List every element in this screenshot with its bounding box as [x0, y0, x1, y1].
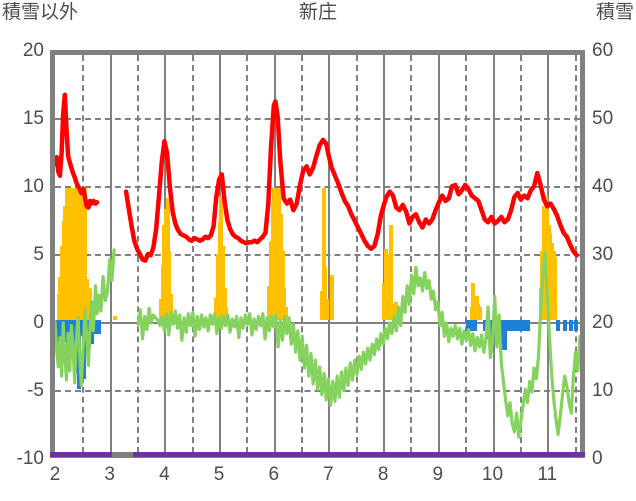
negative-bar-43: [573, 320, 578, 331]
y-tick-left-6: -10: [16, 448, 44, 469]
negative-bar-20: [90, 320, 95, 345]
snow-bar-29: [168, 293, 173, 321]
snow-bar-47: [283, 307, 288, 321]
snow-bar-76: [553, 256, 558, 321]
snow-bar-50: [323, 267, 328, 321]
v-gridline-9.0: [437, 55, 440, 453]
negative-bar-39: [525, 320, 530, 331]
red-upper-line-segment-0: [55, 92, 100, 210]
negative-bar-24: [469, 320, 474, 331]
snow-bar-46: [282, 288, 287, 321]
v-gridline-7.0: [328, 55, 331, 453]
y-tick-left-2: 10: [22, 176, 44, 197]
y-tick-left-1: 15: [22, 108, 44, 129]
x-tick-6: 6: [268, 464, 280, 485]
h-gridline--5: [55, 390, 580, 392]
y-tick-right-6: 0: [592, 448, 603, 469]
baseline-gap: [112, 452, 133, 457]
negative-bar-33: [505, 320, 510, 331]
page-title: 新庄: [298, 2, 337, 23]
snow-bar-57: [388, 224, 393, 321]
negative-bar-32: [502, 320, 507, 350]
y-tick-left-5: -5: [27, 380, 44, 401]
right-axis-title: 積雪: [595, 2, 634, 23]
v-gridline-10.0: [492, 55, 495, 453]
x-tick-7: 7: [323, 464, 334, 485]
v-gridline-3.0: [109, 55, 112, 453]
snow-bar-62: [471, 283, 476, 321]
snow-bar-60: [393, 301, 398, 321]
h-gridline-0: [55, 322, 580, 324]
y-tick-right-5: 10: [592, 380, 614, 401]
negative-bar-22: [96, 320, 101, 334]
snow-bar-52: [329, 275, 334, 321]
y-tick-right-4: 20: [592, 312, 614, 333]
y-tick-right-3: 30: [592, 244, 614, 265]
baseline-purple-line: [50, 452, 585, 457]
snow-bar-36: [224, 307, 229, 321]
v-gridline-7.5: [355, 55, 358, 453]
negative-bar-36: [515, 320, 520, 331]
negative-bar-34: [509, 320, 514, 331]
negative-bar-35: [512, 320, 517, 331]
snow-bar-28: [167, 251, 172, 321]
v-gridline-6.5: [301, 55, 304, 453]
red-upper-line-segment-1: [123, 99, 579, 263]
left-axis-title: 積雪以外: [2, 2, 79, 23]
negative-bar-41: [562, 320, 567, 331]
h-gridline-5: [55, 254, 580, 256]
x-tick-4: 4: [159, 464, 170, 485]
y-tick-left-4: 0: [33, 312, 44, 333]
negative-bar-42: [569, 320, 574, 331]
negative-bar-25: [473, 320, 477, 331]
snow-bar-22: [113, 316, 118, 321]
x-tick-10: 10: [481, 464, 504, 485]
x-tick-9: 9: [432, 464, 444, 485]
snow-bar-51: [324, 299, 329, 321]
y-tick-left-0: 20: [22, 40, 44, 61]
line-series-layer: [55, 92, 580, 439]
snow-bar-34: [220, 246, 225, 321]
green-lower-line-segment-0: [55, 248, 116, 387]
v-gridline-10.5: [519, 55, 522, 453]
plot-area: [50, 50, 585, 458]
negative-bar-26: [482, 320, 487, 331]
snow-bar-66: [477, 307, 482, 321]
plot-inner: [55, 55, 580, 453]
snow-bar-35: [222, 288, 227, 321]
v-gridline-4.5: [191, 55, 194, 453]
v-gridline-8.5: [410, 55, 413, 453]
y-tick-right-0: 60: [592, 40, 614, 61]
y-tick-left-3: 5: [33, 244, 44, 265]
snow-bar-55: [385, 254, 390, 321]
snow-bar-49: [321, 187, 326, 321]
negative-bar-37: [518, 320, 523, 331]
x-tick-3: 3: [104, 464, 115, 485]
x-tick-5: 5: [213, 464, 225, 485]
negative-bar-38: [522, 320, 527, 331]
negative-bar-21: [93, 320, 98, 334]
negative-bar-23: [466, 320, 471, 331]
green-lower-line-segment-1: [136, 251, 580, 439]
h-gridline-15: [55, 118, 580, 120]
x-tick-11: 11: [537, 464, 558, 485]
snow-bar-45: [280, 251, 285, 321]
h-gridline-10: [55, 186, 580, 188]
v-gridline-9.5: [465, 55, 468, 453]
snow-bar-16: [83, 187, 88, 321]
y-tick-right-2: 40: [592, 176, 614, 197]
y-tick-right-1: 50: [592, 108, 614, 129]
x-tick-8: 8: [377, 464, 389, 485]
v-gridline-5.5: [246, 55, 249, 453]
x-tick-2: 2: [49, 464, 61, 485]
negative-bar-40: [556, 320, 561, 331]
